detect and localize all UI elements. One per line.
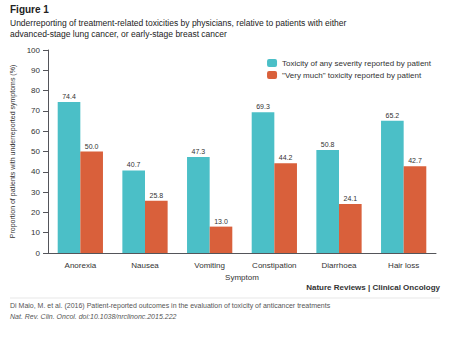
svg-text:Nature Reviews | Clinical Onco: Nature Reviews | Clinical Oncology: [306, 283, 440, 292]
svg-text:Vomiting: Vomiting: [194, 261, 225, 270]
svg-text:40.7: 40.7: [127, 161, 141, 168]
svg-text:0: 0: [36, 249, 41, 258]
svg-text:50.0: 50.0: [85, 143, 99, 150]
svg-text:Anorexia: Anorexia: [65, 261, 97, 270]
svg-text:10: 10: [31, 228, 40, 237]
svg-text:25.8: 25.8: [150, 192, 164, 199]
svg-text:100: 100: [27, 46, 41, 55]
svg-text:Symptom: Symptom: [225, 273, 259, 282]
svg-text:Constipation: Constipation: [252, 261, 296, 270]
svg-text:13.0: 13.0: [214, 218, 228, 225]
svg-text:Nausea: Nausea: [131, 261, 159, 270]
svg-text:44.2: 44.2: [279, 154, 293, 161]
svg-text:Proportion of patients with un: Proportion of patients with underreporte…: [9, 65, 17, 239]
svg-text:Di Maio, M. et al. (2016) Pati: Di Maio, M. et al. (2016) Patient-report…: [10, 302, 331, 310]
svg-text:Diarrhoea: Diarrhoea: [321, 261, 357, 270]
svg-text:Nat. Rev. Clin. Oncol. doi:10.: Nat. Rev. Clin. Oncol. doi:10.1038/nrcli…: [10, 313, 177, 320]
svg-text:65.2: 65.2: [386, 112, 400, 119]
svg-text:90: 90: [31, 66, 40, 75]
svg-text:"Very much" toxicity reported: "Very much" toxicity reported by patient: [282, 71, 422, 80]
svg-text:70: 70: [31, 106, 40, 115]
svg-text:42.7: 42.7: [408, 157, 422, 164]
svg-text:69.3: 69.3: [256, 103, 270, 110]
svg-text:20: 20: [31, 208, 40, 217]
svg-text:50.8: 50.8: [321, 141, 335, 148]
svg-text:60: 60: [31, 127, 40, 136]
svg-text:47.3: 47.3: [192, 148, 206, 155]
svg-text:24.1: 24.1: [344, 195, 358, 202]
svg-text:Toxicity of any severity repor: Toxicity of any severity reported by pat…: [282, 59, 432, 68]
svg-text:40: 40: [31, 167, 40, 176]
svg-text:80: 80: [31, 86, 40, 95]
svg-text:74.4: 74.4: [62, 93, 76, 100]
svg-text:Underreporting of treatment-re: Underreporting of treatment-related toxi…: [10, 18, 347, 28]
svg-text:Figure 1: Figure 1: [10, 4, 49, 15]
svg-text:advanced-stage lung cancer, or: advanced-stage lung cancer, or early-sta…: [10, 29, 227, 39]
svg-text:30: 30: [31, 188, 40, 197]
svg-text:Hair loss: Hair loss: [388, 261, 419, 270]
svg-text:50: 50: [31, 147, 40, 156]
